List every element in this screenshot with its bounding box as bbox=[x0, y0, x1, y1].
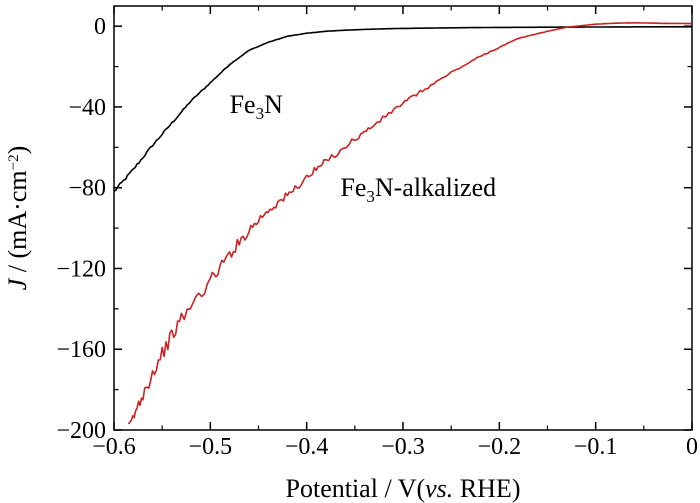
x-tick-label: −0.1 bbox=[574, 434, 618, 460]
y-tick-label: −120 bbox=[56, 256, 106, 282]
series-line-fe3n-alkalized bbox=[127, 21, 693, 425]
annotation-base: Fe bbox=[340, 173, 366, 202]
x-tick-label: −0.5 bbox=[189, 434, 233, 460]
x-axis-title: Potential / V(vs. RHE) bbox=[286, 474, 521, 503]
y-tick-label: 0 bbox=[94, 14, 106, 40]
series-group bbox=[113, 21, 693, 425]
plot-frame bbox=[113, 5, 693, 431]
x-axis-title-italic: vs. bbox=[425, 474, 453, 503]
annotation-rest: N-alkalized bbox=[375, 173, 496, 202]
series-line-fe3n bbox=[113, 26, 692, 192]
ticks bbox=[113, 6, 693, 431]
x-tick-label: −0.3 bbox=[381, 434, 425, 460]
x-axis-title-prefix: Potential / V( bbox=[286, 474, 426, 503]
x-axis-title-suffix: RHE) bbox=[453, 474, 520, 503]
y-axis-title-close: ) bbox=[3, 146, 32, 155]
y-axis-title-italic: J bbox=[3, 277, 32, 290]
y-axis-title-text: / (mA·cm bbox=[3, 170, 32, 278]
y-tick-label: −200 bbox=[56, 418, 106, 444]
y-axis-title: J / (mA·cm−2) bbox=[3, 146, 32, 291]
series-annotation: Fe3N bbox=[230, 90, 284, 123]
annotation-sub: 3 bbox=[256, 104, 265, 123]
y-tick-label: −40 bbox=[68, 95, 106, 121]
annotation-sub: 3 bbox=[366, 187, 375, 206]
x-tick-label: 0 bbox=[686, 434, 698, 460]
y-axis-title-sup: −2 bbox=[6, 154, 22, 170]
x-tick-label: −0.2 bbox=[478, 434, 522, 460]
tick-labels: −0.6 −0.5 −0.4 −0.3 −0.2 −0.1 0 0 −40 −80 −120 −160… bbox=[56, 14, 698, 460]
series-annotation: Fe3N-alkalized bbox=[340, 173, 496, 206]
y-tick-label: −160 bbox=[56, 337, 106, 363]
x-tick-label: −0.4 bbox=[285, 434, 329, 460]
annotation-base: Fe bbox=[230, 90, 256, 119]
x-tick-label: −0.6 bbox=[92, 434, 136, 460]
y-tick-label: −80 bbox=[68, 176, 106, 202]
annotation-rest: N bbox=[264, 90, 283, 119]
